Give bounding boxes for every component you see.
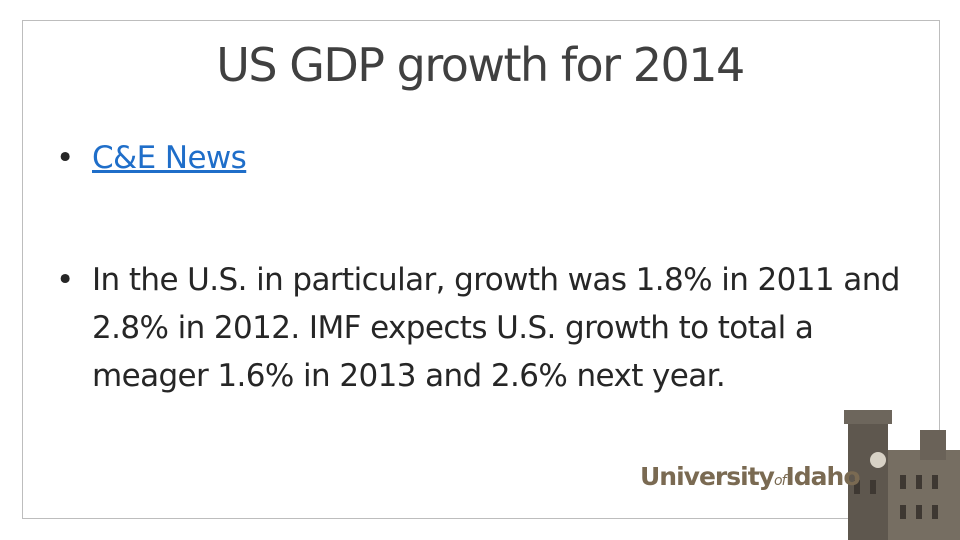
building-image: [844, 410, 960, 540]
logo-text: University: [640, 462, 775, 491]
slide-title: US GDP growth for 2014: [216, 38, 745, 92]
logo-text: Idaho: [785, 462, 860, 491]
logo-text: of: [773, 473, 786, 489]
bullet-text: In the U.S. in particular, growth was 1.…: [92, 262, 900, 394]
bullet: • In the U.S. in particular, growth was 1…: [56, 256, 916, 400]
bullet: • C&E News: [56, 134, 247, 182]
frame: [22, 20, 940, 519]
logo: UniversityofIdaho: [640, 462, 861, 491]
link[interactable]: C&E News: [92, 140, 247, 176]
